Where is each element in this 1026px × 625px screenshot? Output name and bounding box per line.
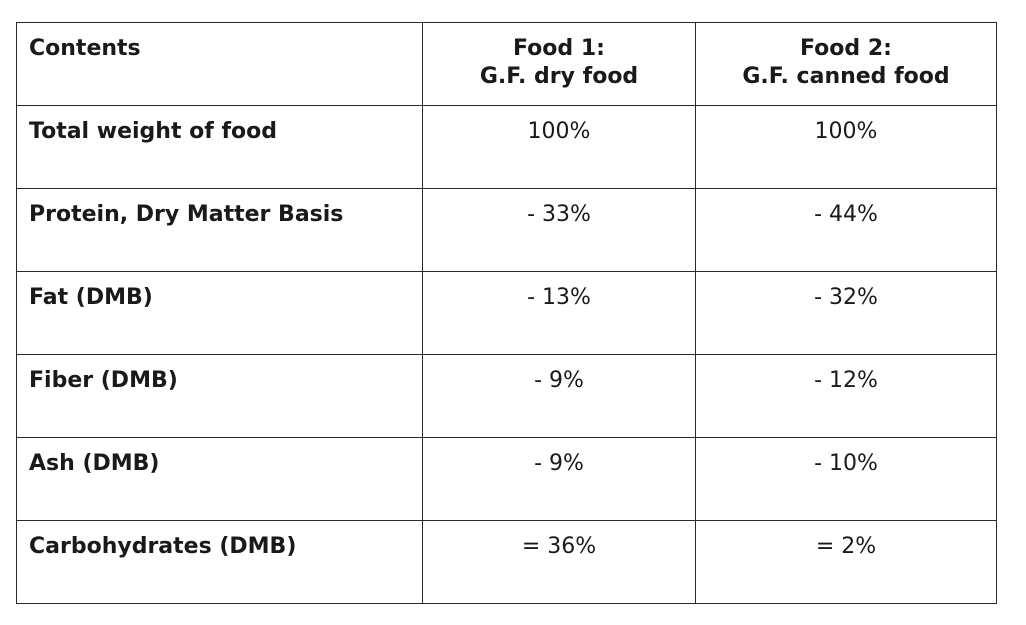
food1-value: - 33%	[422, 188, 696, 272]
row-label: Protein, Dry Matter Basis	[16, 188, 423, 272]
header-contents: Contents	[16, 22, 423, 106]
table-row: Protein, Dry Matter Basis - 33% - 44%	[16, 188, 997, 272]
row-label: Total weight of food	[16, 105, 423, 189]
nutrition-comparison-table: Contents Food 1: G.F. dry food Food 2: G…	[16, 22, 997, 604]
table-row: Ash (DMB) - 9% - 10%	[16, 437, 997, 521]
header-food1-title: Food 1:	[513, 36, 605, 61]
food1-value: = 36%	[422, 520, 696, 604]
food1-value: - 9%	[422, 354, 696, 438]
row-label: Fiber (DMB)	[16, 354, 423, 438]
header-food2-title: Food 2:	[800, 36, 892, 61]
table-header-row: Contents Food 1: G.F. dry food Food 2: G…	[16, 22, 997, 106]
header-food1: Food 1: G.F. dry food	[422, 22, 696, 106]
food2-value: - 12%	[695, 354, 997, 438]
food2-value: - 44%	[695, 188, 997, 272]
food2-value: = 2%	[695, 520, 997, 604]
food2-value: 100%	[695, 105, 997, 189]
header-food2: Food 2: G.F. canned food	[695, 22, 997, 106]
row-label: Ash (DMB)	[16, 437, 423, 521]
table-row: Fiber (DMB) - 9% - 12%	[16, 354, 997, 438]
table-row: Carbohydrates (DMB) = 36% = 2%	[16, 520, 997, 604]
food2-value: - 32%	[695, 271, 997, 355]
row-label: Carbohydrates (DMB)	[16, 520, 423, 604]
header-food1-subtitle: G.F. dry food	[479, 64, 639, 89]
food1-value: 100%	[422, 105, 696, 189]
food1-value: - 13%	[422, 271, 696, 355]
row-label: Fat (DMB)	[16, 271, 423, 355]
table-row: Fat (DMB) - 13% - 32%	[16, 271, 997, 355]
header-food2-subtitle: G.F. canned food	[742, 64, 950, 89]
food2-value: - 10%	[695, 437, 997, 521]
food1-value: - 9%	[422, 437, 696, 521]
table-row: Total weight of food 100% 100%	[16, 105, 997, 189]
